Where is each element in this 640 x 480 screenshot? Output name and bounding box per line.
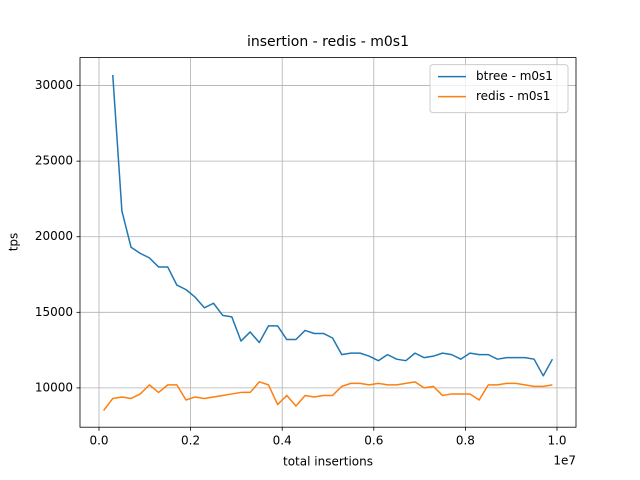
chart-title: insertion - redis - m0s1	[247, 34, 409, 50]
x-tick-label: 1.0	[547, 434, 566, 448]
y-tick-label: 25000	[35, 154, 73, 168]
data-line	[102, 381, 553, 412]
y-axis-label: tps	[7, 233, 21, 252]
x-tick-label: 0.2	[181, 434, 200, 448]
x-tick-label: 0.6	[364, 434, 383, 448]
x-tick-label: 0.4	[273, 434, 292, 448]
y-tick-label: 20000	[35, 229, 73, 243]
axes-frame	[79, 57, 577, 428]
x-axis-label: total insertions	[283, 455, 373, 469]
y-tick-label: 15000	[35, 305, 73, 319]
x-tick-label: 0.0	[89, 434, 108, 448]
legend-label: redis - m0s1	[476, 89, 550, 103]
y-tick-label: 30000	[35, 78, 73, 92]
legend-label: btree - m0s1	[476, 69, 553, 83]
x-tick-label: 0.8	[456, 434, 475, 448]
x-offset-label: 1e7	[553, 454, 576, 468]
y-tick-label: 10000	[35, 380, 73, 394]
data-line	[112, 74, 554, 377]
